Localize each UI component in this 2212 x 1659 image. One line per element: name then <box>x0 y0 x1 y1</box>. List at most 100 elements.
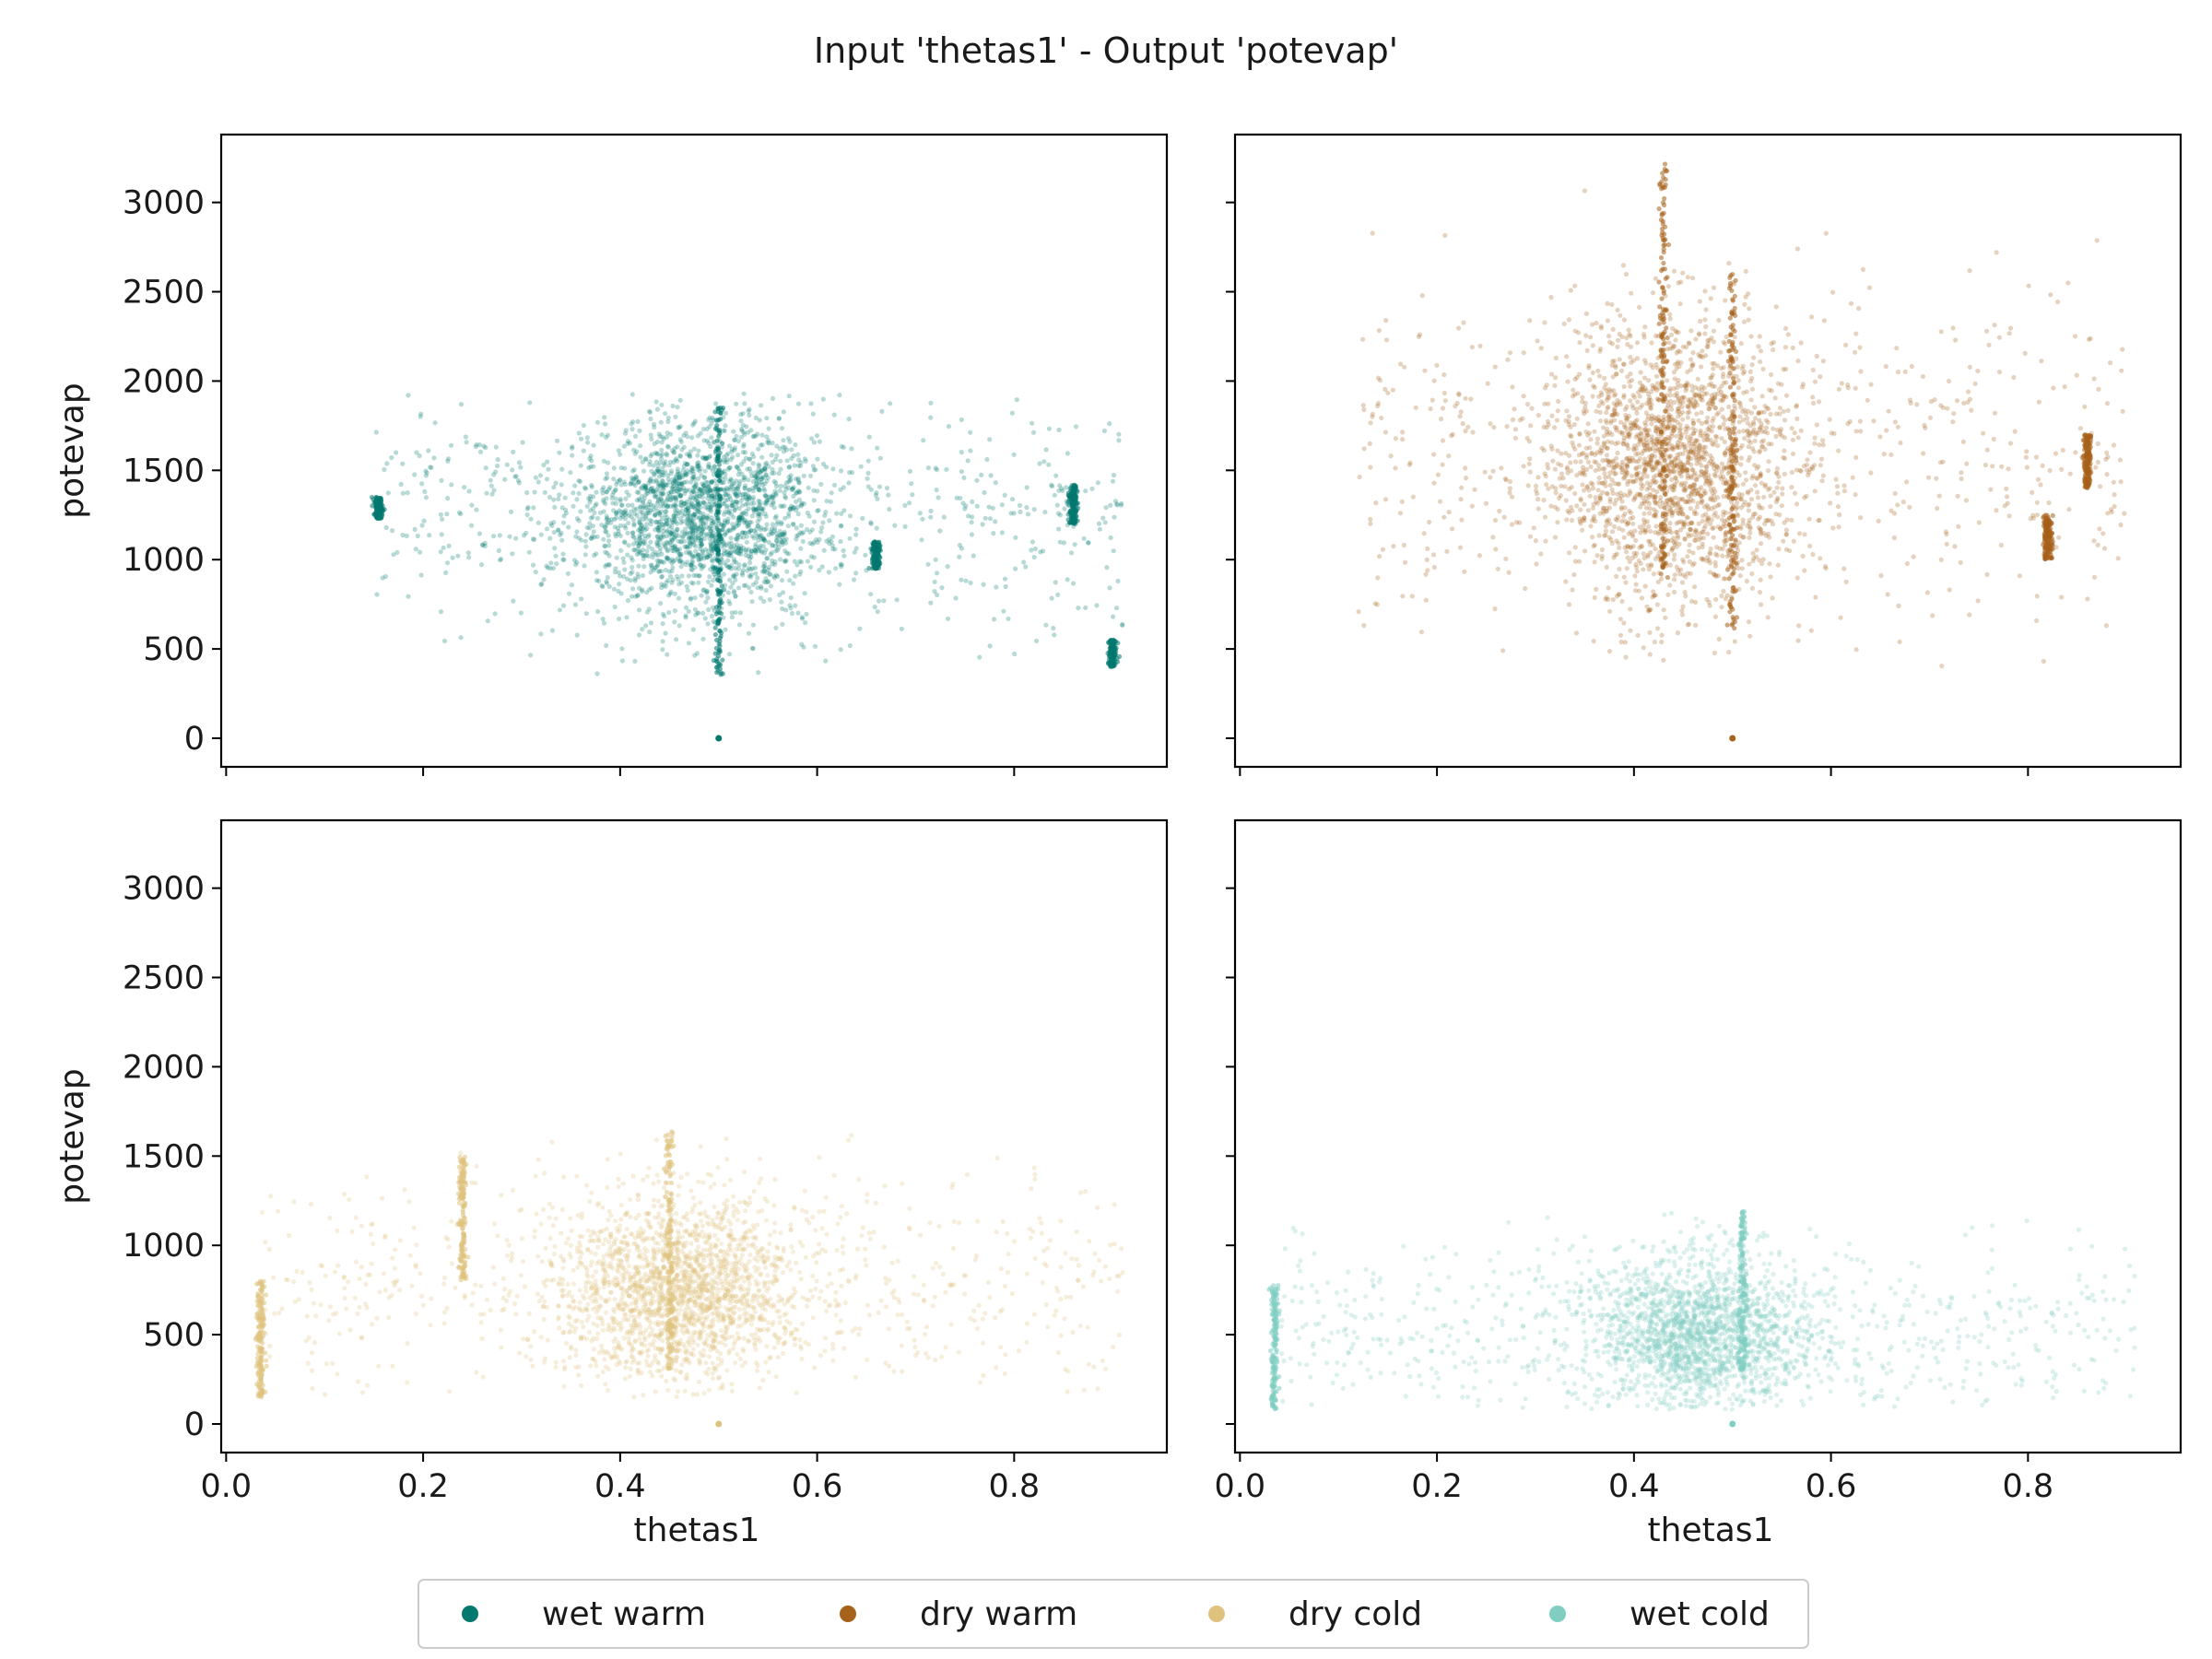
data-point <box>526 549 532 555</box>
data-point <box>718 670 724 676</box>
data-point <box>928 508 934 514</box>
data-point <box>417 549 423 555</box>
data-point <box>615 525 621 531</box>
data-point <box>945 616 951 621</box>
data-point <box>945 564 950 570</box>
data-point <box>1805 457 1810 463</box>
data-point <box>2006 466 2011 472</box>
data-point <box>729 545 735 550</box>
data-point <box>777 592 782 598</box>
data-point <box>655 536 662 542</box>
data-point <box>987 437 993 442</box>
data-point <box>1440 406 1445 411</box>
data-point <box>1996 335 2002 340</box>
data-point <box>661 491 666 497</box>
data-point <box>805 510 810 516</box>
data-point <box>466 555 472 560</box>
data-point <box>755 471 760 477</box>
data-point <box>1470 429 1476 435</box>
data-point <box>754 481 759 488</box>
data-point <box>1553 355 1559 361</box>
data-point <box>876 598 882 604</box>
data-point <box>2039 359 2044 364</box>
data-point <box>1907 397 1912 403</box>
data-point <box>725 590 731 595</box>
data-point <box>389 454 394 461</box>
data-point <box>771 573 777 579</box>
data-point <box>849 446 854 452</box>
data-point <box>1828 500 1833 506</box>
data-point <box>660 621 665 627</box>
data-point <box>1759 424 1764 429</box>
data-point <box>559 466 565 472</box>
data-point <box>1703 307 1709 312</box>
data-point <box>535 520 542 525</box>
data-point <box>1563 498 1569 503</box>
data-point <box>631 447 637 453</box>
data-point <box>606 583 612 590</box>
data-point <box>698 519 703 524</box>
data-point <box>383 524 389 531</box>
data-point <box>1561 321 1567 326</box>
data-point <box>1752 416 1759 421</box>
data-point <box>1032 546 1038 552</box>
data-point <box>933 465 938 471</box>
data-point <box>466 488 472 494</box>
data-point <box>1578 507 1583 512</box>
data-point <box>532 489 537 495</box>
data-point <box>638 504 643 510</box>
data-point <box>1431 480 1437 486</box>
data-point <box>787 578 793 583</box>
data-point <box>1427 519 1432 525</box>
data-point <box>721 571 726 577</box>
data-point <box>1592 542 1597 547</box>
data-point <box>1721 421 1726 427</box>
data-point <box>1049 595 1054 601</box>
data-point <box>1096 521 1101 526</box>
data-point <box>669 528 676 534</box>
data-point <box>800 616 806 621</box>
data-point <box>673 474 678 479</box>
data-point <box>801 473 806 478</box>
data-point <box>727 465 733 470</box>
data-point <box>1670 325 1676 332</box>
data-point <box>584 524 590 531</box>
data-point <box>682 531 688 536</box>
data-point <box>477 449 484 454</box>
data-point <box>786 394 792 399</box>
data-point <box>612 517 618 523</box>
data-point <box>757 463 762 469</box>
data-point <box>827 518 832 524</box>
data-point <box>1621 476 1627 481</box>
data-point <box>782 559 788 564</box>
data-point <box>621 479 627 485</box>
data-point <box>1967 612 1972 618</box>
data-point <box>666 463 672 468</box>
data-point <box>1527 456 1533 462</box>
data-point <box>679 474 686 480</box>
data-point <box>622 430 629 436</box>
data-point <box>982 489 987 496</box>
data-point <box>1023 564 1029 570</box>
data-point <box>672 619 677 625</box>
data-point <box>671 520 677 525</box>
data-point <box>704 524 710 530</box>
data-point <box>817 536 822 543</box>
data-point <box>1743 470 1748 476</box>
data-point <box>1062 506 1067 512</box>
data-point <box>659 491 665 498</box>
data-point <box>1450 526 1455 532</box>
data-point <box>774 443 780 449</box>
data-point <box>2091 376 2097 382</box>
data-point <box>629 555 634 560</box>
data-point <box>1115 578 1121 584</box>
data-point <box>491 534 497 539</box>
data-point <box>1679 607 1685 614</box>
data-point <box>892 523 898 528</box>
data-point <box>708 507 713 512</box>
data-point <box>781 438 786 443</box>
data-point <box>1446 453 1452 459</box>
data-point <box>1373 500 1379 506</box>
data-point <box>773 480 779 486</box>
data-point <box>632 547 638 553</box>
